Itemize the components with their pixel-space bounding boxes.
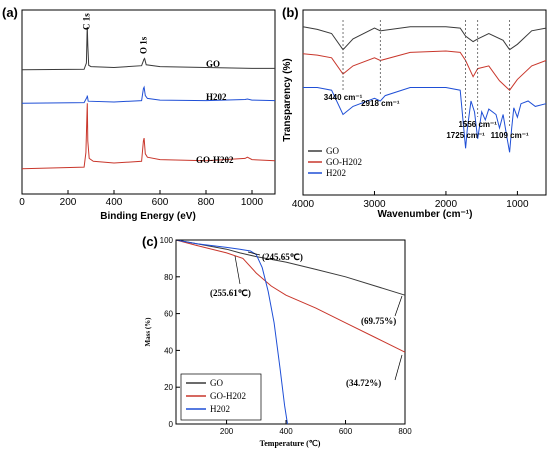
legend-label: GO-H202 [326, 157, 362, 167]
series-label-go-h202: GO-H202 [196, 155, 234, 165]
annotation-label: (245.65℃) [262, 252, 303, 262]
x-tick-label: 4000 [292, 199, 315, 210]
legend-label: GO [326, 146, 339, 156]
panel-c-series [175, 239, 406, 425]
annotation-pointer [234, 255, 241, 285]
x-tick-label: 1000 [506, 199, 529, 210]
series-label-h202: H202 [206, 92, 227, 102]
annotation-pointer [394, 295, 403, 317]
x-tick-label: 800 [198, 197, 215, 208]
legend-label: GO [210, 378, 223, 388]
panel-b-xlabel: Wavenumber (cm⁻¹) [378, 209, 473, 220]
panel-b-label: (b) [282, 5, 299, 20]
x-tick-label: 400 [279, 427, 293, 436]
y-tick-label: 60 [164, 310, 173, 319]
panel-b-frame [302, 9, 547, 196]
panel-b-ticks: 4000 3000 2000 1000 [292, 191, 529, 210]
x-tick-label: 200 [60, 197, 77, 208]
x-tick-label: 1000 [241, 197, 264, 208]
peak-label: O 1s [138, 36, 148, 54]
series-line-go-h202 [21, 103, 276, 170]
y-tick-label: 0 [169, 420, 174, 429]
series-line-h202 [175, 239, 288, 425]
panel-c-label: (c) [142, 234, 158, 249]
panel-a-label: (a) [2, 5, 18, 20]
x-tick-label: 0 [19, 197, 25, 208]
y-tick-label: 40 [164, 346, 173, 355]
series-line-go-h202 [175, 239, 406, 353]
x-tick-label: 200 [220, 427, 234, 436]
panel-a-ticks: 0 200 400 600 800 1000 [19, 190, 264, 208]
series-line-go [175, 239, 406, 296]
panel-c-ticks: 200 400 600 800 0 20 40 60 80 100 [160, 236, 413, 436]
x-tick-label: 800 [398, 427, 412, 436]
legend-label: GO-H202 [210, 391, 246, 401]
panel-a-frame [21, 9, 276, 195]
series-line-go [21, 26, 275, 71]
annotation-label: 1725 cm⁻¹ [446, 131, 485, 140]
legend-box [180, 373, 262, 421]
series-line-h202 [303, 87, 547, 153]
y-tick-label: 100 [160, 236, 174, 245]
series-line-go [302, 26, 547, 51]
panel-c-ylabel: Mass (%) [144, 317, 152, 347]
y-tick-label: 20 [164, 383, 173, 392]
x-tick-label: 400 [106, 197, 123, 208]
y-tick-label: 80 [164, 273, 173, 282]
x-tick-label: 2000 [435, 199, 458, 210]
x-tick-label: 600 [339, 427, 353, 436]
panel-a-labels: GO H202 GO-H202 C 1s O 1s [81, 13, 234, 165]
annotation-label: 2918 cm⁻¹ [361, 99, 400, 108]
panel-c-legend: GO GO-H202 H202 [180, 373, 262, 421]
annotation-label: 1109 cm⁻¹ [491, 131, 529, 140]
panel-a: (a) 0 200 400 600 800 1000 GO H202 GO-H202 C 1s O… [2, 5, 276, 222]
annotation-label: (69.75%) [361, 316, 396, 326]
x-tick-label: 600 [152, 197, 169, 208]
annotation-label: 3440 cm⁻¹ [324, 93, 363, 102]
legend-label: H202 [210, 404, 230, 414]
x-tick-label: 3000 [363, 199, 386, 210]
annotation-label: (34.72%) [346, 378, 381, 388]
panel-a-series [21, 26, 276, 170]
panel-c-frame [175, 239, 406, 425]
annotation-label: 1556 cm⁻¹ [458, 120, 497, 129]
annotation-pointer [247, 251, 261, 256]
panel-c-xlabel: Temperature (℃) [260, 439, 321, 448]
legend-label: H202 [326, 168, 346, 178]
annotation-pointer [394, 354, 403, 381]
panel-b-ylabel: Transparency (%) [282, 58, 293, 141]
peak-label: C 1s [81, 13, 91, 30]
annotation-label: (255.61℃) [210, 288, 251, 298]
series-label-go: GO [206, 59, 220, 69]
series-line-h202 [21, 85, 276, 104]
panel-a-xlabel: Binding Energy (eV) [100, 211, 196, 222]
panel-c-annotations: (245.65℃) (255.61℃) (69.75%) (34.72%) [210, 251, 403, 388]
